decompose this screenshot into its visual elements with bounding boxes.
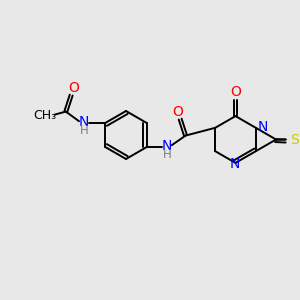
Text: CH₃: CH₃: [33, 109, 56, 122]
Text: O: O: [230, 85, 241, 99]
Text: O: O: [68, 81, 79, 94]
Text: N: N: [230, 157, 240, 170]
Text: O: O: [172, 105, 183, 118]
Text: H: H: [80, 124, 88, 137]
Text: N: N: [258, 120, 268, 134]
Text: H: H: [163, 148, 171, 161]
Text: N: N: [79, 115, 89, 129]
Text: N: N: [162, 139, 172, 153]
Text: S: S: [290, 133, 298, 146]
